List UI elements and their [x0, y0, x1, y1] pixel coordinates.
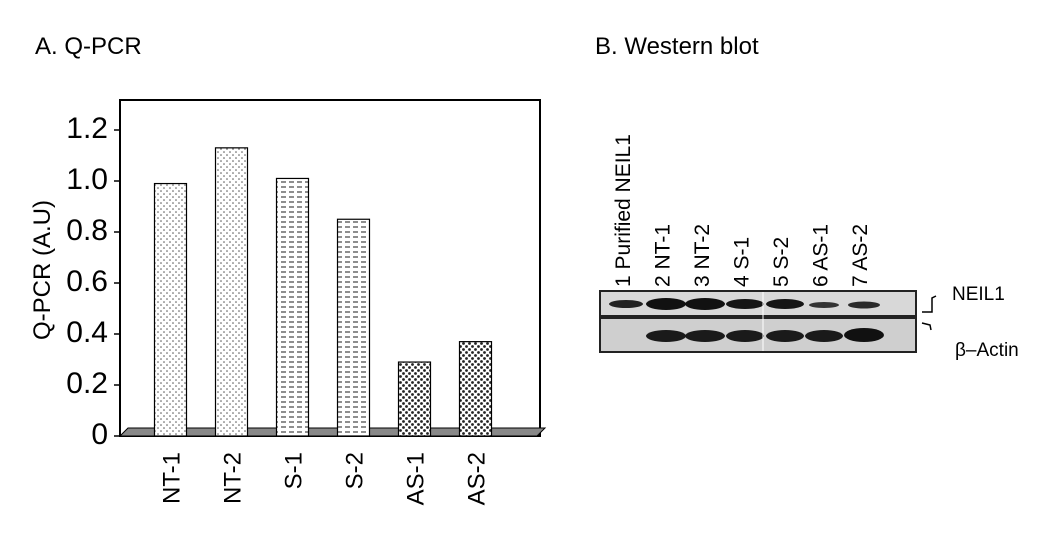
- bar: [214, 147, 249, 437]
- x-tick-label: S-1: [281, 452, 308, 489]
- lane-label: 3 NT-2: [691, 224, 714, 287]
- y-tick-label: 0.6: [66, 265, 108, 298]
- lane-label: 2 NT-1: [652, 224, 675, 287]
- x-tick-label: S-2: [342, 452, 369, 489]
- x-tick-label: AS-2: [464, 452, 491, 505]
- y-tick-label: 0: [91, 418, 108, 451]
- bar: [458, 341, 493, 437]
- y-tick-label: 0.4: [66, 316, 108, 349]
- y-tick-label: 1.0: [66, 163, 108, 196]
- bar: [275, 177, 310, 437]
- band-label: β–Actin: [955, 340, 1019, 361]
- bar: [397, 361, 432, 437]
- blot-image: [599, 290, 937, 353]
- blot-title: B. Western blot: [595, 33, 759, 60]
- lane-label: 7 AS-2: [849, 224, 872, 287]
- band-label: NEIL1: [952, 284, 1005, 305]
- y-tick-label: 1.2: [66, 112, 108, 145]
- lane-label: 5 S-2: [770, 237, 793, 287]
- x-tick-label: AS-1: [403, 452, 430, 505]
- y-tick-label: 0.8: [66, 214, 108, 247]
- bar: [153, 182, 188, 437]
- y-axis-label: Q-PCR (A.U): [29, 200, 56, 340]
- x-tick-label: NT-1: [159, 452, 186, 504]
- lane-label: 1 Purified NEIL1: [612, 134, 635, 287]
- y-tick-label: 0.2: [66, 367, 108, 400]
- x-tick-label: NT-2: [220, 452, 247, 504]
- lane-label: 4 S-1: [731, 237, 754, 287]
- lane-label: 6 AS-1: [810, 224, 833, 287]
- bar: [336, 218, 371, 437]
- chart-title: A. Q-PCR: [35, 33, 142, 60]
